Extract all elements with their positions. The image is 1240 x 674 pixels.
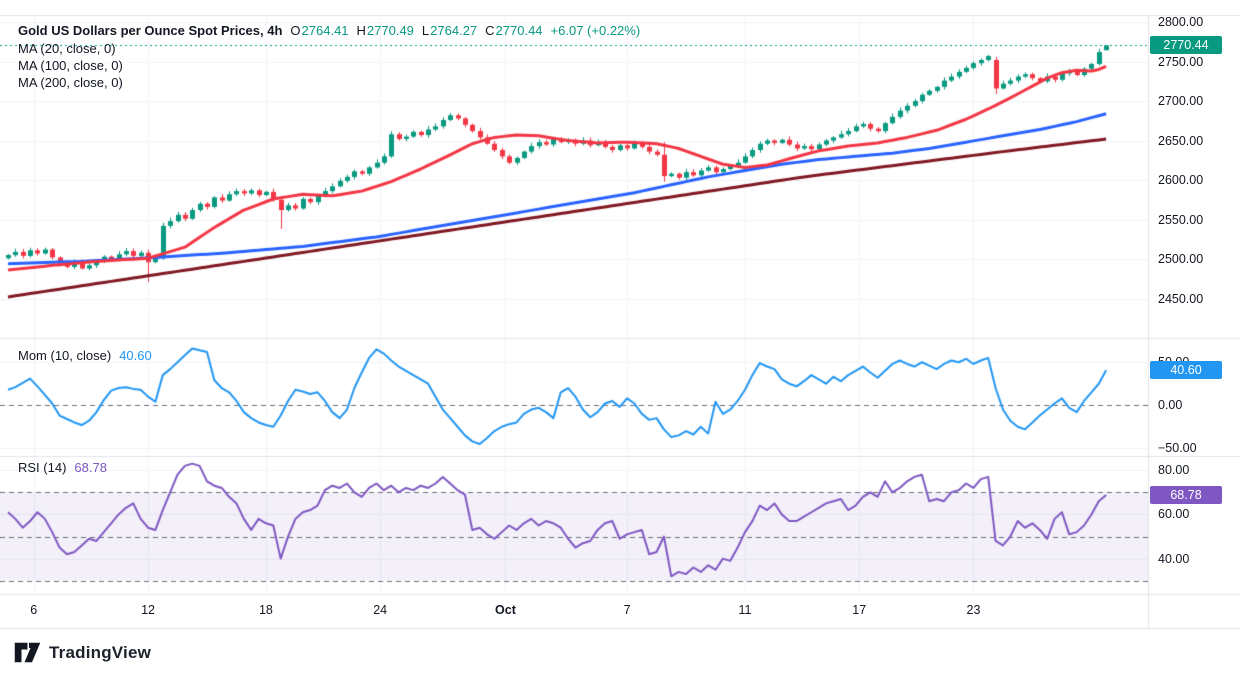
time-axis-label: 7	[623, 603, 631, 617]
momentum-axis-label: 0.00	[1158, 398, 1183, 413]
momentum-axis-label: −50.00	[1158, 441, 1197, 456]
rsi-legend-value: 68.78	[74, 460, 107, 475]
price-legend-row[interactable]: Gold US Dollars per Ounce Spot Prices, 4…	[18, 23, 640, 39]
rsi-legend-row[interactable]: RSI (14) 68.78	[18, 460, 107, 476]
legend-ma20[interactable]: MA (20, close, 0)	[18, 41, 116, 56]
momentum-legend-value: 40.60	[119, 348, 152, 363]
price-axis-label: 2650.00	[1158, 133, 1204, 148]
price-axis-label: 2750.00	[1158, 54, 1204, 69]
time-axis-label: 18	[258, 603, 273, 617]
ohlc-open: O 2764.41	[290, 23, 349, 38]
time-axis-label: 24	[373, 603, 388, 617]
rsi-value-badge: 68.78	[1150, 486, 1222, 505]
time-axis-label: 11	[738, 603, 752, 617]
time-axis-label: 17	[852, 603, 867, 617]
legend-ma100[interactable]: MA (100, close, 0)	[18, 58, 123, 73]
price-axis-label: 2450.00	[1158, 291, 1204, 306]
price-axis-label: 2600.00	[1158, 173, 1204, 188]
rsi-legend-label: RSI (14)	[18, 460, 67, 475]
momentum-value-badge: 40.60	[1150, 361, 1222, 380]
rsi-axis-label: 40.00	[1158, 551, 1190, 566]
time-axis-label: Oct	[495, 603, 516, 617]
rsi-axis-label: 60.00	[1158, 507, 1190, 522]
last-price-badge: 2770.44	[1150, 36, 1222, 55]
rsi-axis-label: 80.00	[1158, 463, 1190, 478]
price-axis-label: 2800.00	[1158, 15, 1204, 30]
price-axis-label: 2550.00	[1158, 212, 1204, 227]
ohlc-low: L 2764.27	[421, 23, 478, 38]
momentum-legend-label: Mom (10, close)	[18, 348, 112, 363]
symbol-title: Gold US Dollars per Ounce Spot Prices, 4…	[18, 23, 283, 38]
price-axis-label: 2500.00	[1158, 252, 1204, 267]
momentum-legend-row[interactable]: Mom (10, close) 40.60	[18, 348, 152, 364]
ohlc-close: C 2770.44	[485, 23, 543, 38]
ohlc-high: H 2770.49	[356, 23, 414, 38]
ohlc-change: +6.07 (+0.22%)	[550, 23, 641, 38]
tradingview-logo-text: TradingView	[49, 642, 152, 662]
time-axis-label: 6	[30, 603, 38, 617]
tradingview-logo-icon	[14, 642, 41, 663]
time-axis-label: 12	[141, 603, 155, 617]
time-axis-label: 23	[966, 603, 981, 617]
price-axis-label: 2700.00	[1158, 94, 1204, 109]
legend-ma200[interactable]: MA (200, close, 0)	[18, 75, 123, 90]
tradingview-logo[interactable]: TradingView	[14, 642, 151, 663]
